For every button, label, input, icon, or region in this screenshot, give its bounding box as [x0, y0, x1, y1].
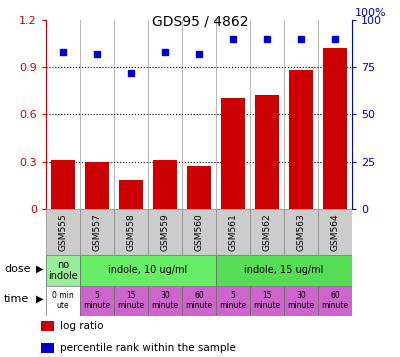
Text: GSM557: GSM557: [92, 213, 102, 251]
Text: percentile rank within the sample: percentile rank within the sample: [60, 343, 236, 353]
Text: GSM562: GSM562: [262, 213, 272, 251]
Text: dose: dose: [4, 264, 30, 274]
Text: indole, 15 ug/ml: indole, 15 ug/ml: [244, 265, 324, 276]
Bar: [187, 166, 211, 209]
Text: log ratio: log ratio: [60, 321, 104, 331]
Bar: [289, 70, 313, 209]
Bar: [323, 48, 347, 209]
Bar: [255, 95, 279, 209]
Text: GSM558: GSM558: [126, 213, 136, 251]
Bar: [148, 209, 182, 255]
Bar: [182, 209, 216, 255]
Text: no
indole: no indole: [48, 260, 78, 281]
Text: 100%: 100%: [355, 8, 387, 18]
Text: GSM555: GSM555: [58, 213, 68, 251]
Bar: [80, 286, 114, 316]
Bar: [114, 209, 148, 255]
Text: 5
minute: 5 minute: [84, 291, 110, 311]
Bar: [41, 343, 54, 353]
Bar: [148, 286, 182, 316]
Text: ▶: ▶: [36, 294, 44, 304]
Bar: [80, 255, 216, 286]
Text: GDS95 / 4862: GDS95 / 4862: [152, 14, 248, 28]
Text: GSM560: GSM560: [194, 213, 204, 251]
Bar: [216, 255, 352, 286]
Bar: [80, 209, 114, 255]
Text: ▶: ▶: [36, 264, 44, 274]
Text: GSM559: GSM559: [160, 213, 170, 251]
Text: 30
minute: 30 minute: [288, 291, 314, 311]
Bar: [284, 209, 318, 255]
Bar: [216, 286, 250, 316]
Text: 60
minute: 60 minute: [186, 291, 212, 311]
Text: 30
minute: 30 minute: [152, 291, 178, 311]
Text: GSM563: GSM563: [296, 213, 306, 251]
Bar: [153, 160, 177, 209]
Bar: [250, 209, 284, 255]
Bar: [119, 181, 143, 209]
Bar: [85, 161, 109, 209]
Text: time: time: [4, 294, 29, 304]
Text: GSM561: GSM561: [228, 213, 238, 251]
Bar: [318, 209, 352, 255]
Bar: [221, 99, 245, 209]
Text: 0 min
ute: 0 min ute: [52, 291, 74, 311]
Text: 15
minute: 15 minute: [118, 291, 144, 311]
Text: 15
minute: 15 minute: [254, 291, 280, 311]
Bar: [41, 321, 54, 331]
Text: 5
minute: 5 minute: [220, 291, 246, 311]
Bar: [182, 286, 216, 316]
Bar: [114, 286, 148, 316]
Bar: [51, 160, 75, 209]
Text: indole, 10 ug/ml: indole, 10 ug/ml: [108, 265, 188, 276]
Text: GSM564: GSM564: [330, 213, 340, 251]
Bar: [318, 286, 352, 316]
Bar: [46, 286, 80, 316]
Bar: [250, 286, 284, 316]
Text: 60
minute: 60 minute: [322, 291, 348, 311]
Bar: [46, 209, 80, 255]
Bar: [284, 286, 318, 316]
Bar: [46, 255, 80, 286]
Bar: [216, 209, 250, 255]
